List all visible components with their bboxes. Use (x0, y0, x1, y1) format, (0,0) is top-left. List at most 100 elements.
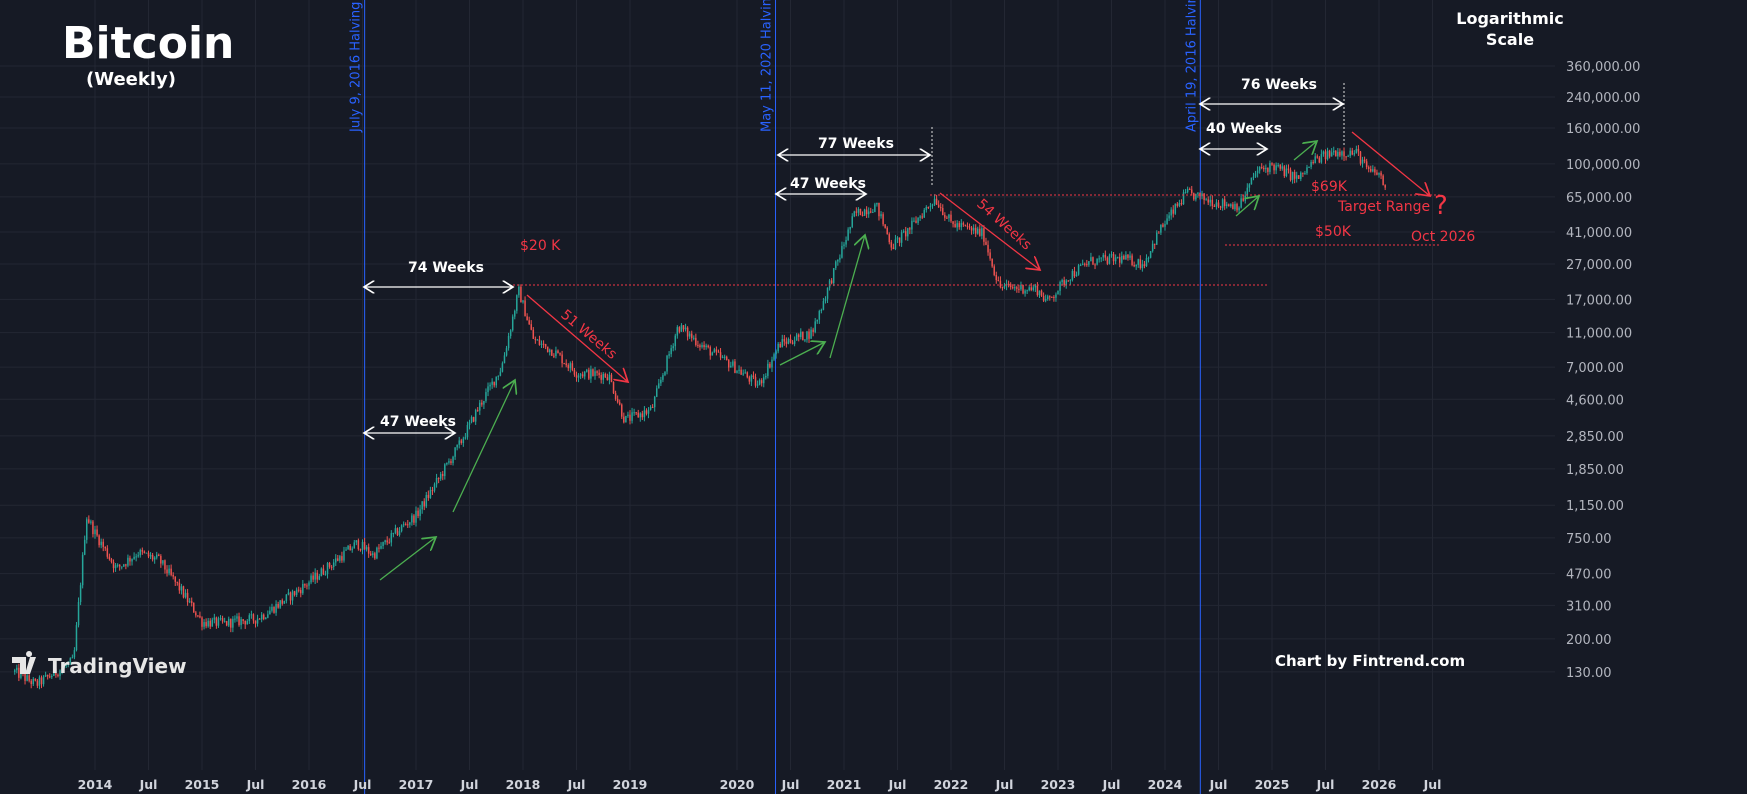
candle (86, 517, 88, 544)
candle-body (902, 231, 905, 233)
y-tick-label: 1,150.00 (1566, 499, 1624, 514)
candle (773, 352, 775, 362)
label-47-weeks-2017: 47 Weeks (380, 414, 456, 430)
candle (514, 309, 516, 320)
candle-body (816, 319, 818, 322)
candle-body (314, 572, 316, 580)
candle-body (139, 549, 142, 556)
candle (958, 220, 960, 230)
candle-body (1316, 156, 1319, 158)
candle-body (742, 373, 744, 375)
candle-body (826, 287, 829, 299)
candle-body (1193, 193, 1195, 200)
candle-body (713, 349, 716, 353)
candle-body (627, 414, 629, 416)
candle-body (861, 214, 864, 216)
candle-body (79, 585, 82, 603)
candle-body (1046, 296, 1049, 300)
candle-body (448, 461, 450, 463)
candle-body (1252, 176, 1255, 178)
candle-body (20, 672, 22, 678)
candle-body (1116, 257, 1119, 259)
candle (779, 341, 781, 348)
candle (1269, 160, 1271, 175)
candle (676, 325, 679, 339)
candle-body (1347, 155, 1349, 157)
candle-body (295, 589, 298, 595)
candle (369, 550, 372, 556)
candle (942, 204, 944, 216)
candle-body (979, 228, 981, 236)
candle-body (1343, 151, 1345, 157)
candle-body (228, 618, 230, 626)
candle-body (526, 316, 528, 321)
candle (559, 352, 561, 356)
candle (882, 212, 884, 227)
x-tick-label: Jul (1102, 777, 1121, 792)
candle-body (1320, 154, 1323, 163)
candle-body (407, 524, 409, 526)
candle-body (359, 549, 362, 551)
candle-body (155, 554, 158, 558)
candle (1075, 271, 1078, 277)
candle (92, 520, 94, 538)
candle-body (275, 604, 277, 613)
candle (464, 433, 467, 440)
chart-title: Bitcoin (62, 18, 234, 69)
candle (567, 363, 570, 372)
candle-body (1188, 189, 1191, 191)
candle (141, 547, 144, 555)
candle (651, 404, 654, 409)
candle-body (962, 223, 965, 225)
candle-body (1022, 284, 1024, 294)
candle-body (946, 217, 948, 219)
candle-body (1051, 296, 1053, 298)
candle-body (544, 343, 547, 347)
candle (767, 359, 769, 379)
halving-label: July 9, 2016 Halving (349, 2, 364, 133)
candle (666, 354, 668, 375)
candle-body (481, 402, 483, 405)
candle (693, 335, 695, 341)
candle-body (503, 355, 506, 364)
candle (1304, 170, 1306, 175)
candle (579, 372, 582, 380)
candle-body (499, 371, 502, 376)
candle-body (514, 310, 516, 317)
candle (913, 217, 915, 223)
candle (678, 326, 681, 334)
candle-body (48, 676, 51, 678)
candle-body (1228, 204, 1230, 207)
candle-body (771, 359, 773, 368)
candle (1176, 201, 1179, 208)
candle-body (493, 381, 495, 386)
candle (1096, 258, 1098, 266)
candle (802, 331, 804, 341)
candle-body (108, 556, 111, 560)
candle-body (1166, 218, 1168, 225)
candle (304, 583, 306, 588)
candle (775, 349, 777, 359)
candle-body (300, 590, 302, 594)
candle (1141, 259, 1144, 272)
candle (818, 309, 821, 324)
candle (73, 647, 76, 660)
candle-body (1141, 264, 1144, 269)
green-arrow (829, 235, 865, 359)
candle (1378, 172, 1380, 178)
candle-body (330, 566, 333, 568)
candle (481, 399, 483, 407)
svg-text:TradingView: TradingView (48, 654, 187, 678)
candle-body (1289, 169, 1292, 181)
candle-body (1328, 150, 1331, 157)
candle (845, 236, 847, 248)
candle-body (51, 675, 53, 678)
candle (1145, 254, 1148, 267)
candle (18, 663, 20, 682)
candle-body (343, 550, 345, 561)
candle (649, 405, 652, 411)
candle-body (390, 533, 393, 543)
candle-body (339, 556, 341, 561)
candle-body (977, 228, 979, 234)
scale-label: Logarithmic (1456, 9, 1564, 28)
